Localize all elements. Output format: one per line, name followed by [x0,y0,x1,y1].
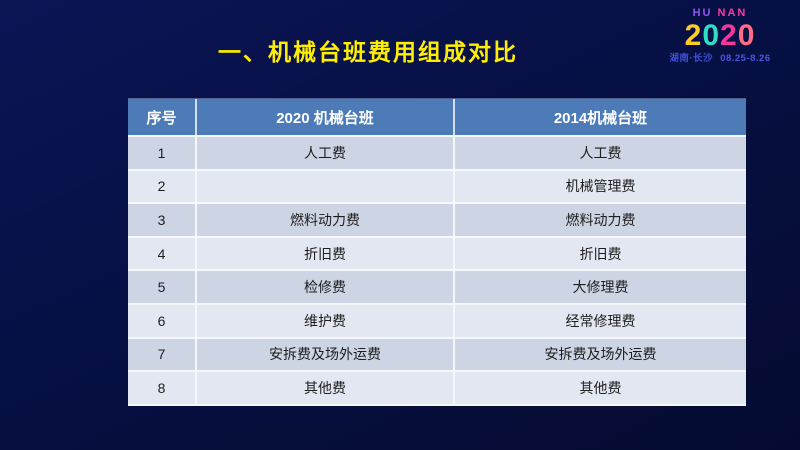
logo-region-text: HU NAN [646,7,794,19]
cell-2020 [195,170,453,203]
cell-index: 8 [157,379,166,396]
cell-2014: 燃料动力费 [453,204,746,236]
cell-2020: 折旧费 [195,237,453,270]
logo-year-digit: 2 [684,19,703,53]
cell-2020: 其他费 [195,372,453,404]
cell-index: 4 [157,245,166,262]
logo-region-hu: HU [692,7,713,19]
cell-index: 2 [157,178,166,195]
event-logo: HU NAN 2020 湖南·长沙 08.25-8.26 [646,7,794,65]
table-body: 1 人工费 人工费 2 机械管理费 3 燃料动力费 燃料动力费 4 折旧费 折旧… [128,135,746,406]
page-title: 一、机械台班费用组成对比 [218,39,518,65]
cell-2014: 大修理费 [453,271,746,303]
table-row: 4 折旧费 折旧费 [128,235,746,270]
cell-2020: 燃料动力费 [195,204,453,236]
logo-year-digit: 0 [702,19,720,53]
logo-subline: 湖南·长沙 08.25-8.26 [646,53,794,65]
cell-2014: 机械管理费 [453,170,746,203]
cell-index: 6 [157,312,166,329]
cell-2014: 经常修理费 [453,304,746,337]
logo-location: 湖南·长沙 [669,53,714,65]
table-row: 5 检修费 大修理费 [128,269,746,303]
logo-year-digit: 2 [720,19,738,53]
cell-index: 1 [157,144,166,161]
cell-index: 7 [157,346,166,363]
table-row: 6 维护费 经常修理费 [128,302,746,337]
table-row: 3 燃料动力费 燃料动力费 [128,202,746,236]
cell-2020: 维护费 [195,304,453,337]
table-row: 2 机械管理费 [128,168,746,203]
cell-2020: 检修费 [195,271,453,303]
header-cell-index: 序号 [146,109,177,127]
table-row: 1 人工费 人工费 [128,135,746,169]
cell-2014: 安拆费及场外运费 [453,338,746,371]
cell-2014: 其他费 [453,372,746,404]
logo-dates: 08.25-8.26 [720,53,771,65]
table-row: 7 安拆费及场外运费 安拆费及场外运费 [128,336,746,371]
cell-2014: 人工费 [453,137,746,169]
cell-2020: 安拆费及场外运费 [195,338,453,371]
cell-2020: 人工费 [195,137,453,169]
header-cell-2020: 2020 机械台班 [195,99,453,135]
table-header-row: 序号 2020 机械台班 2014机械台班 [128,99,746,135]
logo-year-digit: 0 [737,19,756,53]
table-row: 8 其他费 其他费 [128,370,746,404]
cell-index: 3 [157,211,166,228]
logo-year: 2020 [646,21,794,51]
cell-index: 5 [157,279,166,296]
logo-region-nan: NAN [717,7,748,19]
comparison-table: 序号 2020 机械台班 2014机械台班 1 人工费 人工费 2 机械管理费 … [128,98,746,406]
header-cell-2014: 2014机械台班 [453,99,746,135]
cell-2014: 折旧费 [453,237,746,270]
